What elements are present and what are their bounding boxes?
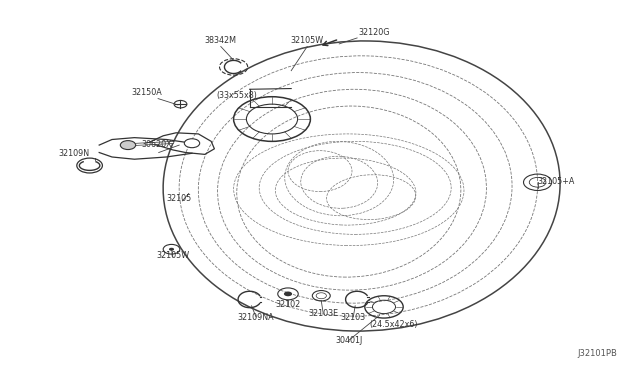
Circle shape — [284, 292, 292, 296]
Text: 38342M: 38342M — [205, 36, 237, 45]
Text: 30620X: 30620X — [141, 140, 172, 149]
Text: 32105W: 32105W — [156, 251, 189, 260]
Circle shape — [120, 141, 136, 150]
Text: J32101PB: J32101PB — [578, 349, 618, 358]
Text: 32105W: 32105W — [291, 36, 324, 45]
Text: 32105: 32105 — [166, 194, 192, 203]
Circle shape — [169, 248, 174, 251]
Text: 32103E: 32103E — [308, 309, 339, 318]
Text: 30401J: 30401J — [335, 336, 362, 345]
Text: 32105+A: 32105+A — [538, 177, 575, 186]
Text: (24.5x42x6): (24.5x42x6) — [369, 320, 418, 329]
Text: 32102: 32102 — [275, 300, 301, 309]
Circle shape — [184, 139, 200, 148]
Text: 32109NA: 32109NA — [237, 313, 275, 322]
Text: 32103: 32103 — [340, 313, 366, 322]
Text: 32109N: 32109N — [58, 149, 89, 158]
Text: (33x55x8): (33x55x8) — [216, 92, 257, 100]
Text: 32150A: 32150A — [132, 88, 163, 97]
Text: 32120G: 32120G — [358, 28, 390, 37]
